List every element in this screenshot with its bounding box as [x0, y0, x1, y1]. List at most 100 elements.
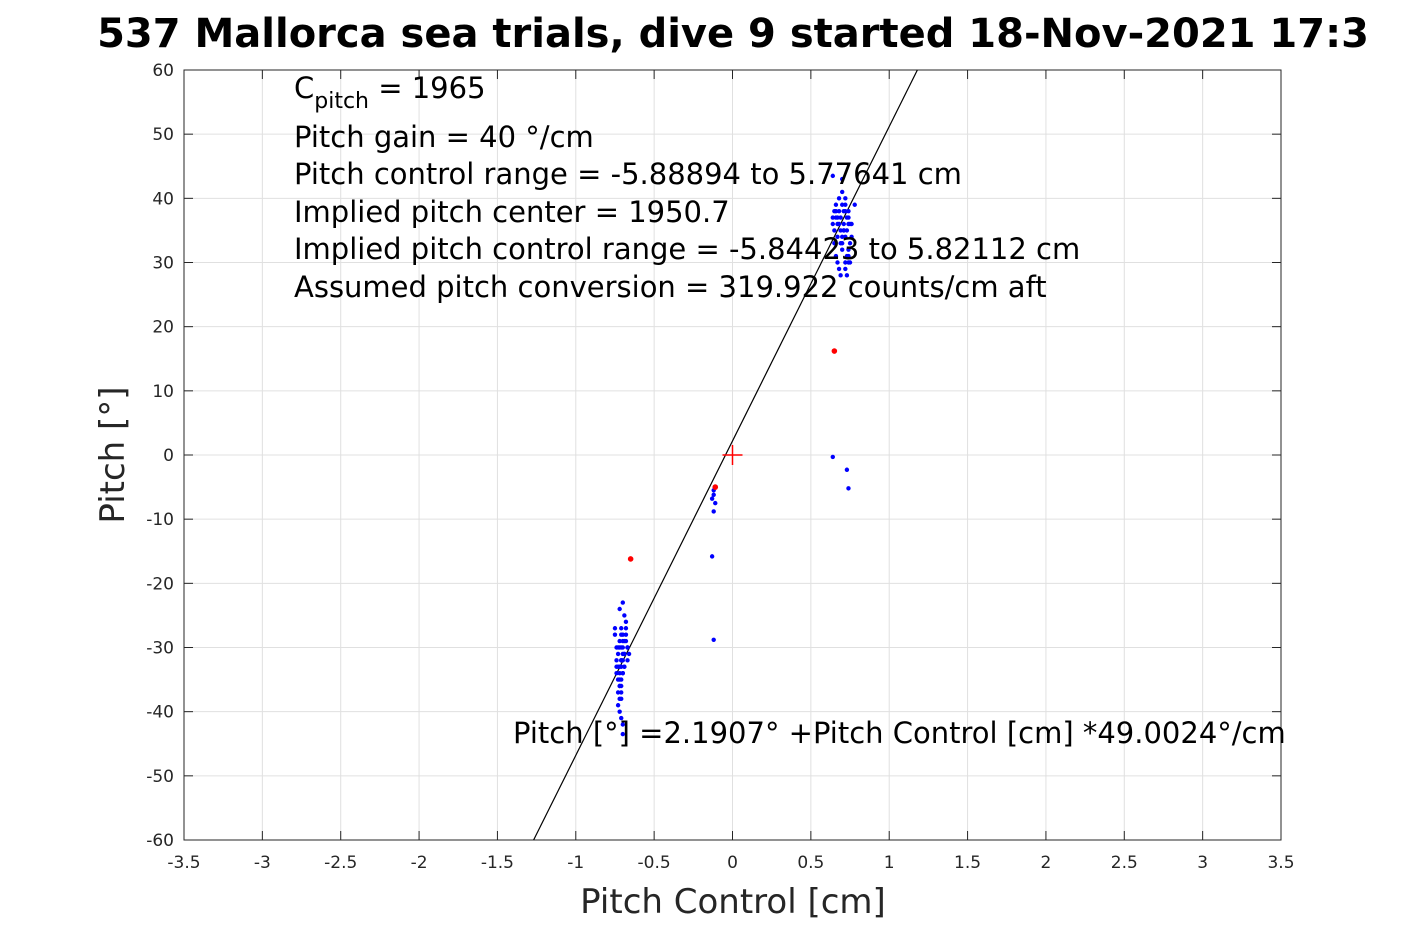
- data-point: [619, 715, 624, 721]
- x-axis-label: Pitch Control [cm]: [580, 882, 886, 922]
- x-tick-label: 1.5: [954, 853, 981, 873]
- data-point: [622, 651, 627, 657]
- data-point: [840, 176, 845, 182]
- data-point: [625, 645, 630, 650]
- data-point: [617, 670, 622, 676]
- data-point: [612, 626, 618, 631]
- data-point: [833, 208, 839, 214]
- data-point: [830, 221, 835, 227]
- data-point: [833, 253, 839, 259]
- data-point: [846, 253, 851, 259]
- y-ticks: -60 -50 -40 -30 -20 -10 0 10 20 30 40 50 60: [146, 61, 1281, 851]
- x-tick-label: 2: [1041, 853, 1052, 873]
- data-point: [713, 500, 718, 506]
- annotation-1-main: C: [294, 71, 314, 105]
- annotation-line-6: Assumed pitch conversion = 319.922 count…: [294, 270, 1047, 304]
- annotation-line-4: Implied pitch center = 1950.7: [294, 195, 730, 229]
- data-point: [846, 247, 851, 252]
- data-point: [625, 658, 630, 663]
- data-point: [709, 554, 715, 559]
- data-point: [615, 703, 621, 708]
- data-point: [619, 632, 624, 637]
- y-tick-label: 60: [152, 61, 174, 81]
- annotation-line-3: Pitch control range = -5.88894 to 5.7764…: [294, 157, 962, 191]
- data-point: [843, 202, 848, 207]
- data-point: [614, 670, 619, 676]
- data-point: [617, 606, 622, 612]
- data-point: [619, 626, 624, 631]
- data-point: [841, 221, 846, 227]
- x-tick-label: -2: [411, 853, 428, 873]
- y-tick-label: -10: [146, 510, 174, 530]
- data-point: [622, 613, 627, 618]
- x-tick-label: -1: [567, 853, 584, 873]
- data-point: [619, 658, 624, 663]
- data-point: [709, 496, 715, 501]
- y-tick-label: 50: [152, 125, 174, 145]
- data-point: [617, 677, 622, 682]
- data-point: [840, 189, 845, 195]
- data-point: [849, 234, 854, 240]
- data-point: [836, 266, 842, 272]
- x-tick-label: -2.5: [324, 853, 357, 873]
- data-point: [841, 228, 846, 233]
- y-tick-label: -30: [146, 639, 174, 659]
- y-tick-label: -60: [146, 831, 174, 851]
- data-point: [847, 260, 853, 265]
- data-point: [843, 208, 848, 214]
- y-tick-label: 40: [152, 189, 174, 209]
- data-point: [846, 208, 851, 214]
- annotation-line-5: Implied pitch control range = -5.84423 t…: [294, 232, 1080, 266]
- x-ticks: -3.5 -3 -2.5 -2 -1.5 -1 -0.5 0 0.5 1 1.5 2 2.5 3 3.5: [167, 70, 1295, 873]
- data-points: [612, 173, 857, 737]
- data-point: [838, 228, 843, 233]
- data-point: [620, 645, 625, 650]
- data-point: [835, 215, 840, 220]
- data-point: [623, 626, 629, 631]
- data-point: [711, 492, 716, 497]
- data-point: [830, 454, 835, 460]
- x-tick-label: -3: [254, 853, 271, 873]
- data-point: [614, 658, 619, 663]
- data-point: [840, 247, 845, 252]
- data-point: [830, 173, 835, 179]
- data-point: [852, 202, 857, 207]
- grid: [183, 69, 1282, 841]
- x-tick-label: -0.5: [638, 853, 671, 873]
- data-point: [711, 637, 716, 642]
- data-point: [833, 202, 839, 207]
- data-point: [836, 196, 842, 201]
- data-point: [846, 486, 851, 491]
- data-point: [623, 632, 629, 637]
- y-tick-label: -20: [146, 574, 174, 594]
- x-tick-label: 0: [727, 853, 738, 873]
- data-point: [619, 664, 624, 669]
- data-point: [615, 651, 621, 657]
- data-point: [838, 241, 843, 246]
- data-point: [617, 683, 622, 689]
- y-tick-label: 20: [152, 318, 174, 338]
- data-point: [617, 638, 622, 644]
- data-point: [840, 234, 845, 240]
- data-point: [840, 202, 845, 207]
- y-tick-label: 30: [152, 254, 174, 274]
- y-tick-label: -40: [146, 703, 174, 723]
- data-point: [843, 260, 848, 265]
- data-point: [619, 690, 624, 695]
- data-point: [620, 722, 625, 727]
- flagged-data-point: [627, 556, 634, 562]
- data-point: [847, 241, 853, 246]
- data-point: [623, 619, 629, 625]
- data-point: [843, 234, 848, 240]
- data-point: [619, 696, 624, 702]
- annotation-line-1: Cpitch = 1965: [294, 71, 486, 114]
- x-tick-label: -1.5: [481, 853, 514, 873]
- annotation-1-subscript: pitch: [314, 89, 369, 114]
- x-tick-label: 3.5: [1267, 853, 1294, 873]
- data-point: [844, 273, 850, 278]
- data-point: [832, 228, 837, 233]
- data-point: [626, 651, 632, 657]
- data-point: [843, 196, 848, 201]
- y-tick-label: -50: [146, 767, 174, 787]
